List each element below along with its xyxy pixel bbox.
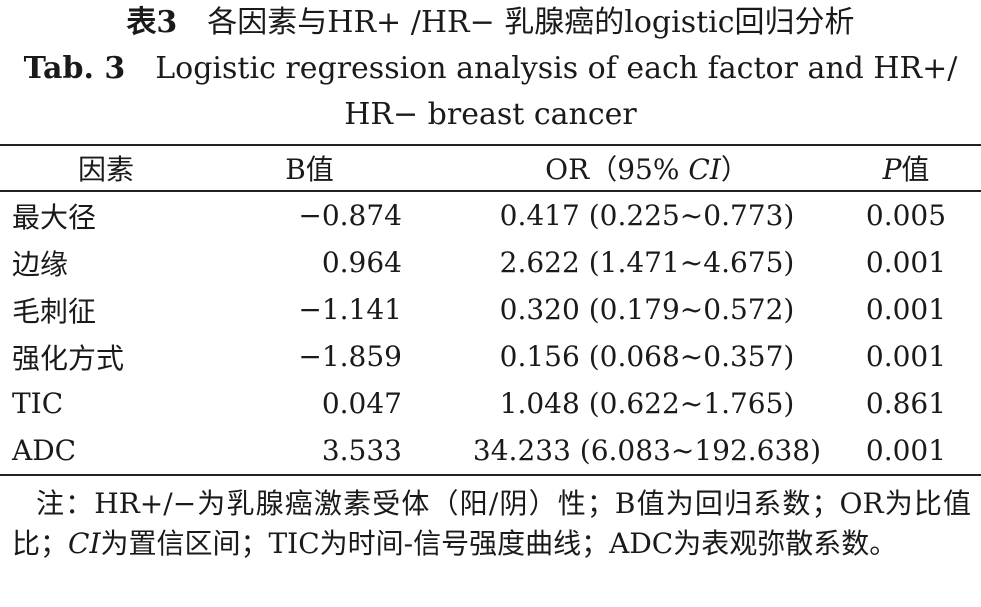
header-cell: OR（95% CI） [447,145,847,191]
table-cell: 0.320 (0.179~0.572) [499,293,795,326]
title-text: 各因素与HR+ /HR− 乳腺癌的logistic回归分析 [207,5,855,40]
table-row: TIC 0.047 1.048 (0.622~1.765) 0.861 [0,380,981,427]
title-cn: 表3 各因素与HR+ /HR− 乳腺癌的logistic回归分析 [0,0,981,46]
table-cell: 3.533 [321,434,402,467]
table-cell: 0.001 [865,293,947,326]
table-cell: 0.047 [321,387,402,420]
text-run: ） [720,153,749,186]
table-cell: TIC [12,387,64,420]
table-cell: 34.233 (6.083~192.638) [472,434,822,467]
table-cell: 0.964 [321,246,402,279]
text-run: 因素 [77,153,134,186]
table-cell: −0.874 [298,199,402,232]
table-cell: 0.005 [865,199,947,232]
text-run: 注：HR+/−为乳腺癌激素受体（阳/阴）性；B值为回归系数；OR为比值比； [12,487,971,560]
table-cell: 0.861 [865,387,947,420]
text-run: OR（95% [545,153,689,186]
header-cell: P值 [847,145,981,191]
table-cell: 0.156 (0.068~0.357) [499,340,795,373]
table-row: 强化方式 −1.859 0.156 (0.068~0.357) 0.001 [0,333,981,380]
title-text: Logistic regression analysis of each fac… [155,51,958,86]
table-cell: 0.417 (0.225~0.773) [499,199,795,232]
title-label: 表3 [126,5,178,40]
table-cell: 0.001 [865,340,947,373]
table-cell: 强化方式 [12,341,125,375]
table-cell: 毛刺征 [12,294,97,328]
header-row: 因素 B值 OR（95% CI） P值 [0,145,981,191]
table-cell: 0.001 [865,434,947,467]
text-run: P [882,153,902,186]
title-en: Tab. 3 Logistic regression analysis of ea… [0,46,981,138]
table-cell: −1.859 [298,340,402,373]
text-run: 为置信区间；TIC为时间-信号强度曲线；ADC为表观弥散系数。 [100,527,898,560]
table-row: ADC 3.533 34.233 (6.083~192.638) 0.001 [0,427,981,475]
table-cell: ADC [12,434,77,467]
table-row: 边缘 0.964 2.622 (1.471~4.675) 0.001 [0,239,981,286]
note: 注：HR+/−为乳腺癌激素受体（阳/阴）性；B值为回归系数；OR为比值比；CI为… [0,476,981,564]
header-cell: B值 [212,145,447,191]
text-run: B值 [285,153,334,186]
table-row: 最大径 −0.874 0.417 (0.225~0.773) 0.005 [0,191,981,239]
text-run: CI [68,527,101,560]
title-line: HR− breast cancer [0,92,981,138]
title-text: HR− breast cancer [344,97,637,132]
title-line: Tab. 3 Logistic regression analysis of ea… [0,46,981,92]
table-cell: −1.141 [298,293,402,326]
table-cell: 1.048 (0.622~1.765) [499,387,795,420]
text-run: 值 [901,153,930,186]
table-cell: 边缘 [12,247,69,281]
table-row: 毛刺征 −1.141 0.320 (0.179~0.572) 0.001 [0,286,981,333]
header-cell: 因素 [0,145,212,191]
text-run: CI [688,153,721,186]
table-cell: 2.622 (1.471~4.675) [499,246,795,279]
table-body: 最大径 −0.874 0.417 (0.225~0.773) 0.005 边缘 0.964… [0,191,981,475]
table-cell: 0.001 [865,246,947,279]
table-cell: 最大径 [12,200,97,234]
table: 因素 B值 OR（95% CI） P值 最大径 −0.874 0.417 (0.225~0… [0,144,981,476]
title-label: Tab. 3 [23,51,126,86]
